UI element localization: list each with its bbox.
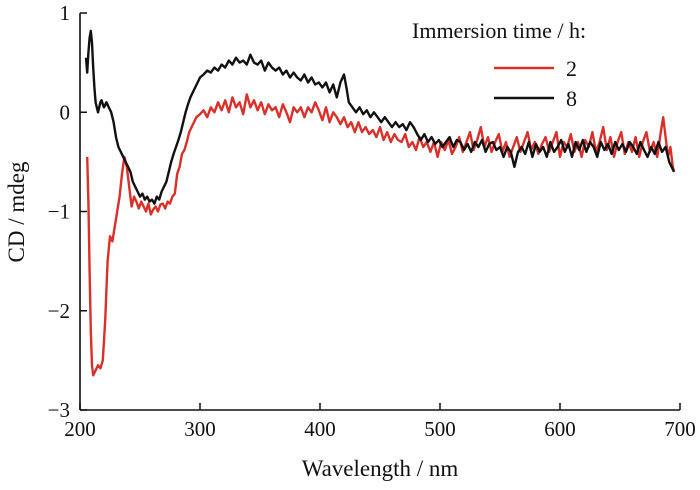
y-tick-label: 0: [60, 100, 71, 124]
x-tick-label: 200: [64, 417, 96, 441]
chart-axes: [79, 13, 680, 411]
axis-ticks: 200 300 400 500 600 700 1 0 −1 −2 −3: [48, 1, 696, 441]
y-axis-label: CD / mdeg: [4, 161, 29, 262]
data-series: [84, 29, 676, 377]
x-tick-label: 300: [184, 417, 216, 441]
x-tick-label: 600: [544, 417, 576, 441]
legend-title: Immersion time / h:: [412, 18, 586, 43]
legend: Immersion time / h: 2 8: [412, 18, 586, 111]
y-tick-label: −1: [48, 200, 70, 224]
y-tick-label: −3: [48, 398, 70, 422]
series-line-2: [86, 93, 676, 377]
legend-label-8: 8: [566, 86, 577, 111]
y-tick-label: −2: [48, 299, 70, 323]
x-axis-label: Wavelength / nm: [302, 456, 459, 481]
x-tick-label: 700: [664, 417, 696, 441]
series-line-8: [84, 29, 676, 205]
y-tick-label: 1: [60, 1, 71, 25]
x-tick-label: 500: [424, 417, 456, 441]
legend-label-2: 2: [566, 56, 577, 81]
x-tick-label: 400: [304, 417, 336, 441]
